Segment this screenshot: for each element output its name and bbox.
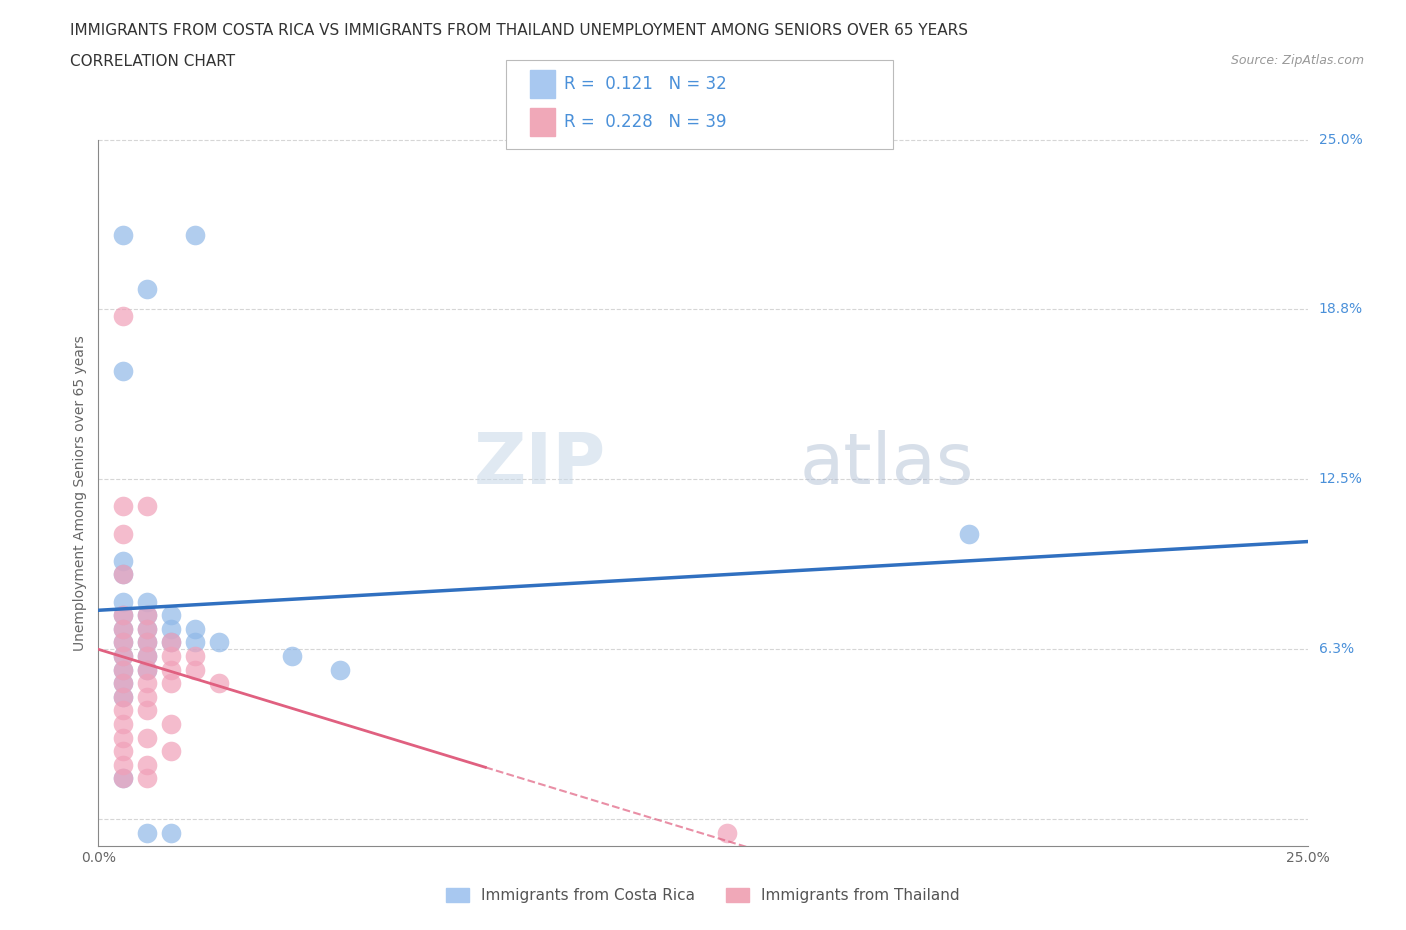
Point — [135, 757, 157, 772]
Text: CORRELATION CHART: CORRELATION CHART — [70, 54, 235, 69]
Point — [184, 648, 207, 663]
Point — [160, 608, 183, 623]
Point — [111, 621, 134, 636]
Point — [111, 662, 134, 677]
Point — [111, 635, 134, 650]
Point — [135, 771, 157, 786]
Point — [160, 662, 183, 677]
Text: R =  0.121   N = 32: R = 0.121 N = 32 — [564, 75, 727, 93]
Point — [111, 363, 134, 378]
Point — [111, 499, 134, 514]
Point — [111, 635, 134, 650]
Point — [135, 648, 157, 663]
Point — [160, 648, 183, 663]
Point — [135, 621, 157, 636]
Point — [135, 662, 157, 677]
Point — [111, 621, 134, 636]
Point — [135, 608, 157, 623]
Point — [208, 635, 231, 650]
Point — [184, 635, 207, 650]
Text: IMMIGRANTS FROM COSTA RICA VS IMMIGRANTS FROM THAILAND UNEMPLOYMENT AMONG SENIOR: IMMIGRANTS FROM COSTA RICA VS IMMIGRANTS… — [70, 23, 969, 38]
Point — [111, 757, 134, 772]
Point — [111, 567, 134, 582]
Point — [184, 662, 207, 677]
Point — [957, 526, 980, 541]
Point — [135, 635, 157, 650]
Point — [111, 553, 134, 568]
Text: R =  0.228   N = 39: R = 0.228 N = 39 — [564, 113, 727, 131]
Point — [111, 648, 134, 663]
Point — [111, 309, 134, 324]
Legend: Immigrants from Costa Rica, Immigrants from Thailand: Immigrants from Costa Rica, Immigrants f… — [440, 882, 966, 910]
Point — [135, 594, 157, 609]
Text: 12.5%: 12.5% — [1319, 472, 1362, 486]
Point — [111, 608, 134, 623]
Point — [111, 744, 134, 759]
Text: 18.8%: 18.8% — [1319, 302, 1362, 316]
Point — [135, 676, 157, 691]
Point — [135, 499, 157, 514]
Point — [135, 730, 157, 745]
Text: 6.3%: 6.3% — [1319, 643, 1354, 657]
Point — [111, 608, 134, 623]
Point — [329, 662, 352, 677]
Text: 25.0%: 25.0% — [1319, 132, 1362, 147]
Point — [281, 648, 304, 663]
Point — [111, 771, 134, 786]
Point — [111, 771, 134, 786]
Point — [135, 621, 157, 636]
Point — [111, 689, 134, 704]
Point — [111, 594, 134, 609]
Point — [111, 662, 134, 677]
Point — [160, 716, 183, 731]
Point — [111, 567, 134, 582]
Point — [160, 621, 183, 636]
Point — [135, 689, 157, 704]
Point — [111, 703, 134, 718]
Point — [111, 526, 134, 541]
Point — [135, 282, 157, 297]
Point — [111, 676, 134, 691]
Point — [160, 635, 183, 650]
Point — [135, 608, 157, 623]
Text: ZIP: ZIP — [474, 431, 606, 499]
Point — [111, 648, 134, 663]
Point — [111, 716, 134, 731]
Point — [184, 227, 207, 242]
Point — [716, 825, 738, 840]
Point — [160, 635, 183, 650]
Point — [135, 662, 157, 677]
Point — [111, 676, 134, 691]
Point — [135, 648, 157, 663]
Point — [111, 730, 134, 745]
Point — [184, 621, 207, 636]
Point — [160, 825, 183, 840]
Point — [135, 703, 157, 718]
Point — [111, 227, 134, 242]
Point — [135, 825, 157, 840]
Point — [160, 676, 183, 691]
Text: Source: ZipAtlas.com: Source: ZipAtlas.com — [1230, 54, 1364, 67]
Point — [135, 635, 157, 650]
Y-axis label: Unemployment Among Seniors over 65 years: Unemployment Among Seniors over 65 years — [73, 335, 87, 651]
Point — [111, 689, 134, 704]
Text: atlas: atlas — [800, 431, 974, 499]
Point — [208, 676, 231, 691]
Point — [160, 744, 183, 759]
